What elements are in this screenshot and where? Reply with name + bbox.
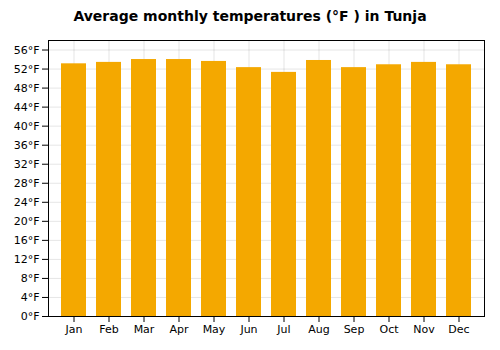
svg-text:36°F: 36°F [14,139,40,152]
svg-text:28°F: 28°F [14,177,40,190]
svg-text:Aug: Aug [308,323,329,336]
svg-text:16°F: 16°F [14,234,40,247]
svg-text:12°F: 12°F [14,253,40,266]
svg-text:Nov: Nov [413,323,435,336]
svg-text:40°F: 40°F [14,120,40,133]
svg-text:Oct: Oct [379,323,399,336]
svg-text:52°F: 52°F [14,63,40,76]
svg-text:44°F: 44°F [14,101,40,114]
svg-text:48°F: 48°F [14,82,40,95]
svg-text:0°F: 0°F [21,310,40,323]
svg-text:Jun: Jun [239,323,257,336]
svg-text:Mar: Mar [134,323,155,336]
svg-text:Sep: Sep [344,323,365,336]
svg-text:32°F: 32°F [14,158,40,171]
svg-text:Jul: Jul [276,323,290,336]
svg-text:56°F: 56°F [14,44,40,57]
svg-text:Apr: Apr [169,323,189,336]
svg-text:8°F: 8°F [21,272,40,285]
svg-text:Dec: Dec [448,323,469,336]
svg-text:Feb: Feb [99,323,118,336]
svg-text:Jan: Jan [65,323,83,336]
svg-text:May: May [203,323,226,336]
svg-text:24°F: 24°F [14,196,40,209]
svg-text:20°F: 20°F [14,215,40,228]
html-text:Average monthly temperatures (: Average monthly temperatures (°F ) in Tu… [73,8,427,24]
svg-text:4°F: 4°F [21,291,40,304]
